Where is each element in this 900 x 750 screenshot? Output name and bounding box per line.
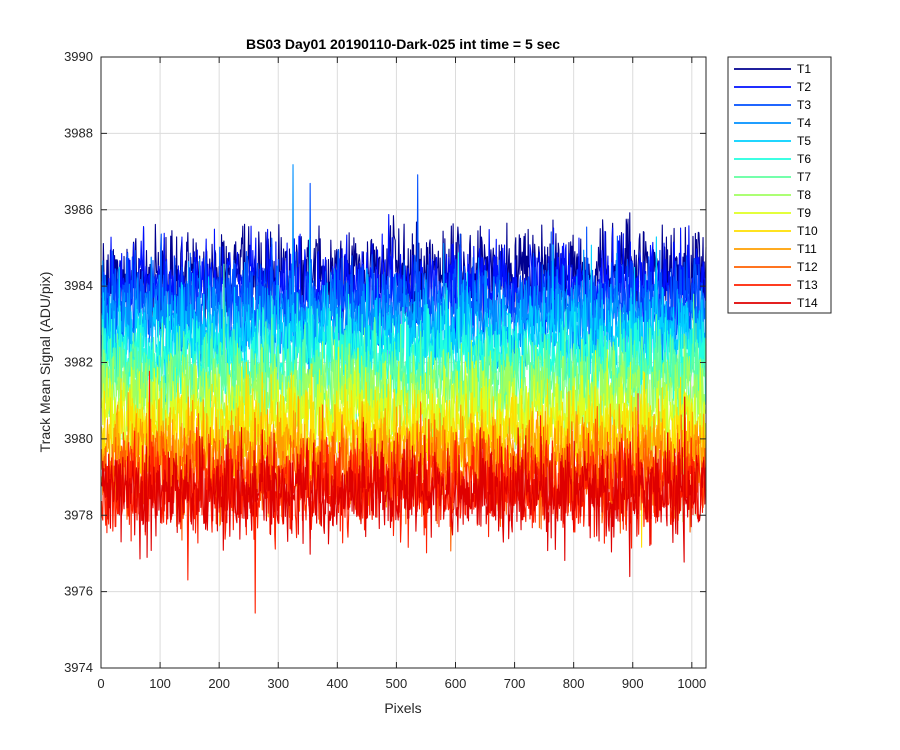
y-tick-label: 3984: [64, 278, 93, 293]
y-tick-label: 3978: [64, 507, 93, 522]
y-tick-label: 3976: [64, 584, 93, 599]
legend-label: T2: [797, 80, 811, 94]
x-tick-label: 100: [149, 676, 171, 691]
x-tick-label: 600: [445, 676, 467, 691]
legend-label: T13: [797, 278, 818, 292]
legend-label: T7: [797, 170, 811, 184]
x-tick-label: 900: [622, 676, 644, 691]
y-tick-label: 3988: [64, 125, 93, 140]
x-tick-label: 800: [563, 676, 585, 691]
legend-label: T9: [797, 206, 811, 220]
legend-label: T14: [797, 296, 818, 310]
legend: T1 T2 T3 T4 T5 T6 T7 T8 T9 T10 T11 T12 T13 T14: [727, 56, 832, 314]
legend-label: T6: [797, 152, 811, 166]
series-line-t14: [101, 396, 707, 578]
y-tick-label: 3974: [64, 660, 93, 675]
legend-label: T4: [797, 116, 811, 130]
legend-label: T1: [797, 62, 811, 76]
x-tick-label: 500: [386, 676, 408, 691]
legend-label: T11: [797, 242, 817, 256]
series-line-t7: [101, 263, 707, 449]
legend-label: T5: [797, 134, 811, 148]
legend-label: T12: [797, 260, 818, 274]
ticks: 0 100 200 300 400 500 600 700 800 900 1000 3974 3976…: [64, 49, 706, 691]
y-tick-label: 3990: [64, 49, 93, 64]
chart-title: BS03 Day01 20190110-Dark-025 int time = …: [246, 36, 560, 52]
x-axis-title: Pixels: [384, 700, 421, 716]
series-layer: [101, 164, 707, 614]
y-tick-label: 3982: [64, 355, 93, 370]
y-axis-title: Track Mean Signal (ADU/pix): [37, 272, 53, 453]
x-tick-label: 700: [504, 676, 526, 691]
legend-box: [727, 56, 832, 314]
x-tick-label: 1000: [677, 676, 706, 691]
legend-label: T10: [797, 224, 818, 238]
x-tick-label: 0: [97, 676, 104, 691]
x-tick-label: 200: [208, 676, 230, 691]
legend-label: T3: [797, 98, 811, 112]
legend-label: T8: [797, 188, 811, 202]
x-tick-label: 300: [267, 676, 289, 691]
y-tick-label: 3986: [64, 202, 93, 217]
y-tick-label: 3980: [64, 431, 93, 446]
x-tick-label: 400: [326, 676, 348, 691]
